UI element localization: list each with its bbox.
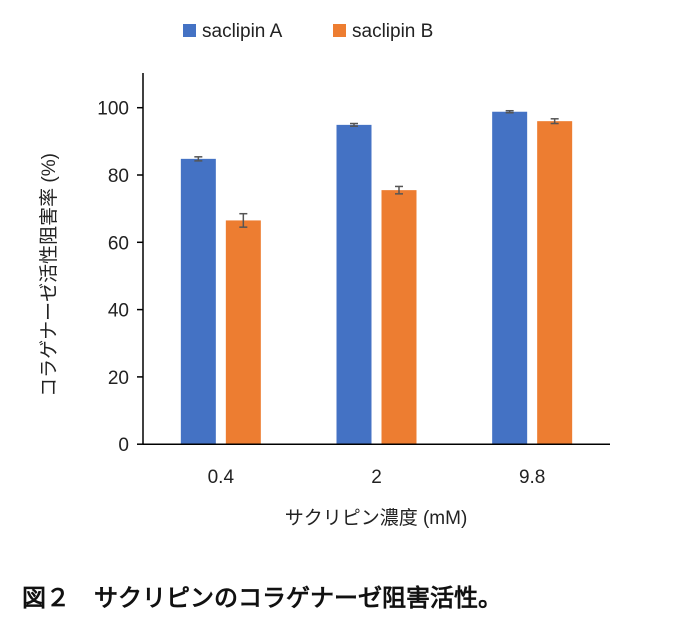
x-axis: 0.4 2 9.8: [143, 443, 610, 488]
legend-label: saclipin B: [352, 21, 433, 42]
legend-swatch: [183, 24, 196, 37]
bar: [492, 111, 528, 445]
bar: [180, 158, 216, 445]
bar: [225, 220, 261, 445]
legend-label: saclipin A: [202, 21, 283, 42]
bar: [537, 121, 573, 445]
y-tick-label: 80: [108, 166, 129, 187]
bar: [336, 124, 372, 445]
x-axis-label: サクリピン濃度 (mM): [285, 507, 468, 529]
y-tick-label: 100: [97, 99, 129, 120]
y-axis-label: コラゲナーゼ活性阻害率 (%): [38, 153, 60, 397]
x-tick-label: 2: [371, 467, 382, 488]
y-tick-label: 20: [108, 368, 129, 389]
x-tick-label: 9.8: [519, 467, 545, 488]
y-axis: 0 20 40 60 80 100: [97, 73, 144, 456]
bars: [180, 109, 573, 445]
y-tick-label: 60: [108, 233, 129, 254]
y-tick-label: 0: [118, 435, 129, 456]
legend-swatch: [333, 24, 346, 37]
x-tick-label: 0.4: [208, 467, 235, 488]
y-tick-label: 40: [108, 301, 129, 322]
bar-chart: saclipin A saclipin B 0 20 40 60 80 100 0.4 2 9.…: [38, 21, 610, 529]
legend: saclipin A saclipin B: [183, 21, 433, 42]
figure-caption: 図２ サクリピンのコラゲナーゼ阻害活性。: [22, 583, 502, 612]
bar: [381, 190, 417, 445]
